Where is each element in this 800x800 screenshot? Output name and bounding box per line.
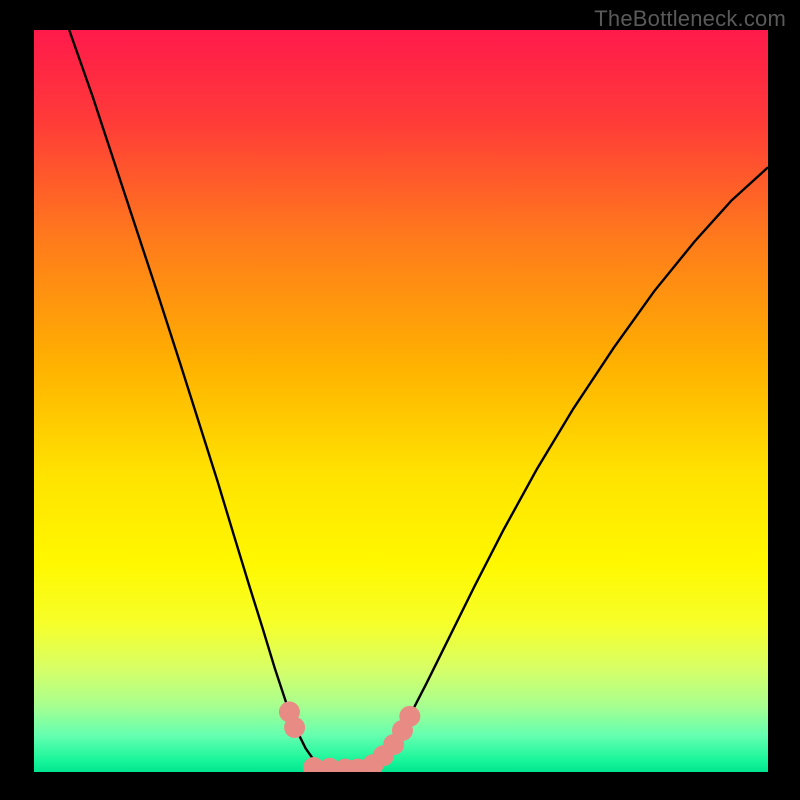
gradient-background bbox=[34, 30, 768, 772]
marker-dot bbox=[284, 717, 305, 738]
chart-svg bbox=[34, 30, 768, 772]
plot-area bbox=[34, 30, 768, 772]
marker-dot bbox=[399, 706, 420, 727]
watermark-text: TheBottleneck.com bbox=[594, 6, 786, 32]
